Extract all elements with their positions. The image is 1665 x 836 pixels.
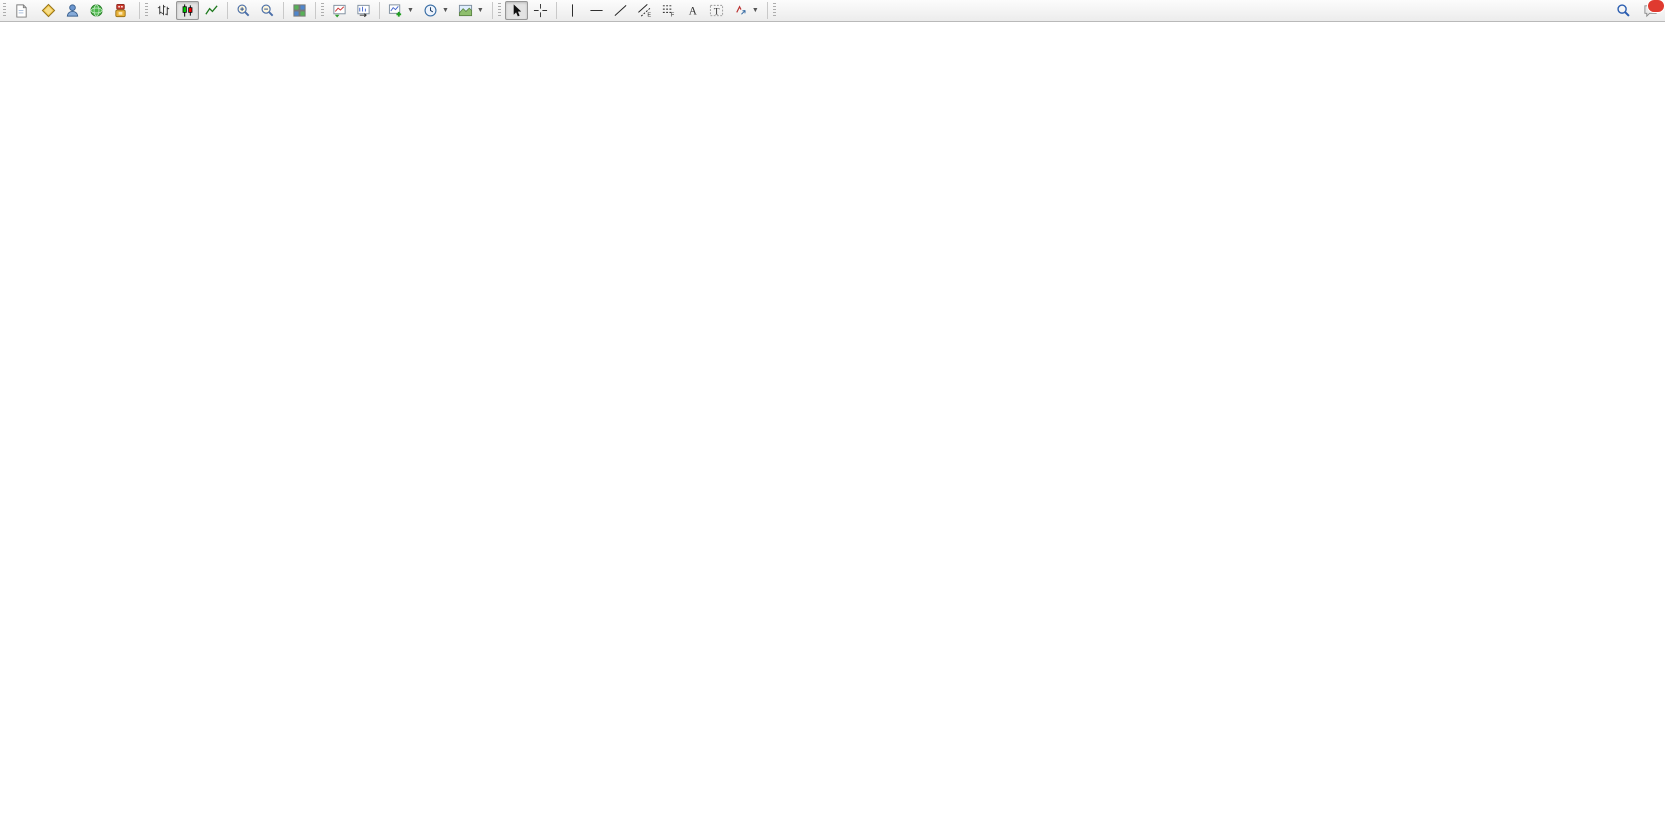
line-chart-icon bbox=[205, 5, 218, 15]
horizontal-line-button[interactable] bbox=[585, 1, 608, 20]
chevron-down-icon: ▼ bbox=[476, 7, 484, 14]
zoom-in-button[interactable] bbox=[232, 1, 255, 20]
chevron-down-icon: ▼ bbox=[751, 7, 759, 14]
chevron-down-icon: ▼ bbox=[407, 7, 414, 14]
toolbar-grip[interactable] bbox=[497, 3, 501, 18]
toolbar-grip[interactable] bbox=[145, 3, 148, 18]
trendline-icon bbox=[614, 4, 627, 17]
vertical-line-icon bbox=[571, 4, 573, 17]
tile-windows-button[interactable] bbox=[288, 1, 311, 20]
toolbar-separator bbox=[491, 2, 493, 19]
search-button[interactable] bbox=[1612, 1, 1635, 20]
svg-text:A: A bbox=[689, 6, 698, 18]
toolbar-separator bbox=[555, 2, 557, 19]
autotrading-robot-icon bbox=[115, 3, 126, 18]
autotrading-button[interactable] bbox=[109, 1, 135, 20]
chart-window-play-icon bbox=[333, 4, 346, 18]
equidistant-channel-button[interactable]: E bbox=[633, 1, 656, 20]
toolbar-grip[interactable] bbox=[3, 3, 6, 18]
cursor-icon bbox=[513, 4, 521, 17]
bar-chart-icon bbox=[157, 4, 170, 16]
cursor-button[interactable] bbox=[504, 1, 528, 20]
arrows-dropdown[interactable]: ▼ bbox=[729, 1, 763, 20]
toolbar-grip[interactable] bbox=[772, 3, 776, 18]
svg-text:E: E bbox=[647, 13, 651, 18]
period-dropdown[interactable]: ▼ bbox=[419, 1, 453, 20]
notification-badge bbox=[1647, 0, 1665, 13]
toolbar-separator bbox=[283, 2, 284, 19]
text-label-button[interactable]: T bbox=[705, 1, 728, 20]
zoom-out-icon bbox=[261, 4, 274, 17]
toolbar-separator bbox=[379, 2, 380, 19]
tile-windows-icon bbox=[293, 4, 306, 17]
new-chart-icon bbox=[41, 3, 56, 18]
arrow-objects-icon bbox=[736, 5, 746, 15]
new-order-button[interactable] bbox=[10, 1, 36, 20]
horizontal-line-icon bbox=[590, 10, 603, 11]
new-chart-button[interactable] bbox=[37, 1, 60, 20]
template-image-icon bbox=[458, 4, 472, 17]
crosshair-icon bbox=[533, 3, 547, 18]
market-watch-button[interactable] bbox=[61, 1, 84, 20]
search-icon bbox=[1617, 4, 1630, 17]
fibonacci-icon: F bbox=[662, 5, 675, 18]
svg-text:F: F bbox=[671, 13, 675, 18]
chart-forward-button[interactable] bbox=[328, 1, 351, 20]
line-chart-mode-button[interactable] bbox=[200, 1, 223, 20]
chart-step-button[interactable] bbox=[352, 1, 375, 20]
chart-plus-icon bbox=[388, 4, 402, 17]
zoom-out-button[interactable] bbox=[256, 1, 279, 20]
trendline-button[interactable] bbox=[609, 1, 632, 20]
toolbar-separator bbox=[227, 2, 228, 19]
text-label-icon: T bbox=[709, 4, 723, 17]
vertical-line-button[interactable] bbox=[561, 1, 584, 20]
notifications-button[interactable] bbox=[1643, 0, 1665, 18]
new-order-icon bbox=[16, 4, 27, 18]
profile-icon bbox=[66, 4, 79, 17]
chart-canvas[interactable] bbox=[0, 22, 1665, 836]
new-chart-dropdown[interactable]: ▼ bbox=[384, 1, 418, 20]
clock-icon bbox=[424, 4, 437, 17]
svg-text:T: T bbox=[714, 7, 720, 17]
chevron-down-icon: ▼ bbox=[441, 7, 449, 14]
chart-title bbox=[7, 27, 23, 39]
text-button[interactable]: A bbox=[681, 1, 704, 20]
zoom-in-icon bbox=[237, 4, 250, 17]
main-toolbar: ▼ ▼ ▼ bbox=[0, 0, 1665, 22]
channel-icon: E bbox=[637, 4, 651, 18]
text-icon: A bbox=[689, 6, 698, 18]
toolbar-separator bbox=[139, 2, 140, 19]
navigator-button[interactable] bbox=[85, 1, 108, 20]
bar-chart-mode-button[interactable] bbox=[152, 1, 175, 20]
chart-window-step-icon bbox=[357, 4, 370, 18]
crosshair-button[interactable] bbox=[529, 1, 552, 20]
navigator-globe-icon bbox=[90, 4, 103, 17]
candle-chart-mode-button[interactable] bbox=[176, 1, 199, 20]
fibonacci-button[interactable]: F bbox=[657, 1, 680, 20]
toolbar-separator bbox=[315, 2, 316, 19]
toolbar-right-group bbox=[1612, 0, 1665, 20]
candlestick-chart-icon bbox=[182, 4, 193, 17]
toolbar-separator bbox=[766, 2, 768, 19]
toolbar-grip[interactable] bbox=[321, 3, 324, 18]
template-dropdown[interactable]: ▼ bbox=[454, 1, 488, 20]
